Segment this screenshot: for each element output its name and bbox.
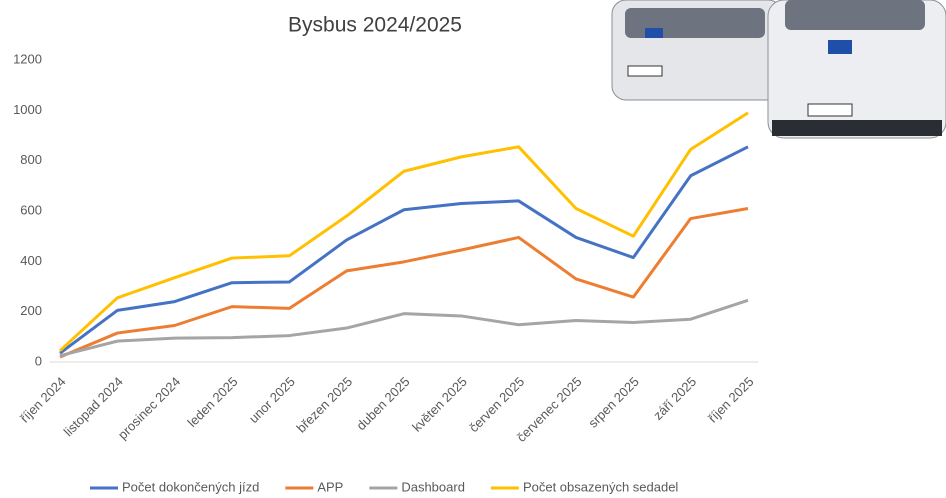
x-tick-label: březen 2025 [294,374,356,436]
legend-label: Dashboard [401,479,465,494]
x-tick-label: srpen 2025 [585,374,642,431]
y-tick-label: 0 [35,353,42,368]
x-tick-label: leden 2025 [184,374,240,430]
y-tick-label: 1000 [13,102,42,117]
legend: Počet dokončených jízd APP Dashboard Počet … [90,479,678,494]
legend-label: Počet dokončených jízd [122,479,259,494]
chart: Bysbus 2024/2025 0 200 400 600 800 1000 1200 ří… [0,0,946,498]
y-tick-label: 600 [20,202,42,217]
x-tick-label: červen 2025 [466,374,527,435]
legend-label: Počet obsazených sedadel [523,479,678,494]
y-tick-label: 200 [20,303,42,318]
x-tick-label: květen 2025 [409,374,470,435]
van-photo [612,0,946,138]
legend-label: APP [317,479,343,494]
x-tick-label: duben 2025 [353,374,412,433]
chart-title: Bysbus 2024/2025 [288,14,462,37]
x-tick-label: září 2025 [650,374,699,423]
y-tick-label: 800 [20,152,42,167]
x-tick-label: unor 2025 [246,374,298,426]
y-tick-label: 1200 [13,51,42,66]
x-tick-label: říjen 2025 [705,374,756,425]
x-tick-label: říjen 2024 [17,374,68,425]
y-tick-label: 400 [20,253,42,268]
